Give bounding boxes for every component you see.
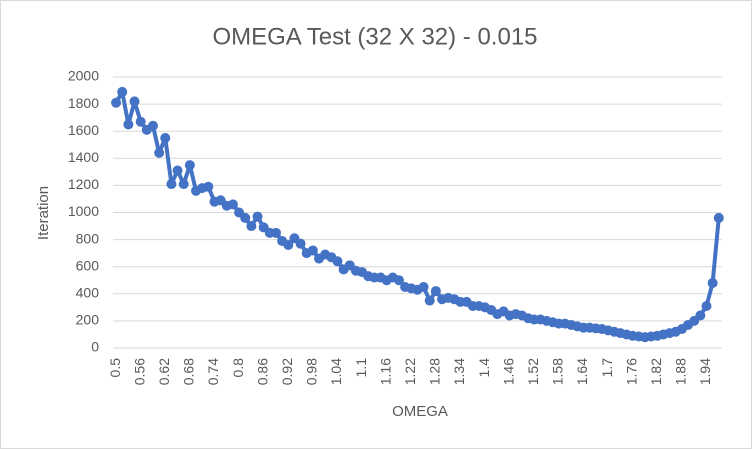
marker: [147, 120, 158, 131]
x-tick-label: 1.4: [476, 358, 492, 378]
x-tick-label: 0.5: [107, 358, 123, 378]
y-tick-label: 400: [76, 285, 100, 301]
y-axis-title: Iteration: [35, 186, 52, 240]
x-tick-label: 0.86: [254, 358, 270, 385]
x-tick-label: 1.16: [377, 358, 393, 385]
y-tick-label: 1400: [68, 149, 99, 165]
marker: [184, 160, 195, 171]
x-tick-label: 1.88: [673, 358, 689, 385]
x-tick-label: 1.04: [328, 358, 344, 385]
marker: [295, 238, 306, 249]
marker: [166, 179, 177, 190]
x-tick-label: 1.46: [500, 358, 516, 385]
marker: [154, 147, 165, 158]
marker: [695, 310, 706, 321]
marker: [240, 212, 251, 223]
x-tick-label: 1.28: [427, 358, 443, 385]
marker: [332, 256, 343, 267]
marker: [246, 221, 257, 232]
marker: [252, 211, 263, 222]
marker: [129, 96, 140, 107]
x-tick-label: 1.34: [451, 358, 467, 385]
y-tick-label: 600: [76, 257, 100, 273]
marker: [135, 116, 146, 127]
marker: [707, 277, 718, 288]
marker: [283, 240, 294, 251]
chart-title: OMEGA Test (32 X 32) - 0.015: [212, 23, 537, 50]
x-tick-label: 0.68: [181, 358, 197, 385]
marker: [160, 132, 171, 143]
y-tick-label: 800: [76, 230, 100, 246]
y-tick-label: 0: [91, 339, 99, 355]
y-tick-label: 1800: [68, 95, 99, 111]
marker: [172, 165, 183, 176]
y-tick-label: 2000: [68, 68, 99, 84]
x-tick-label: 1.76: [623, 358, 639, 385]
marker: [227, 199, 238, 210]
x-tick-label: 1.94: [697, 358, 713, 385]
x-tick-label: 0.92: [279, 358, 295, 385]
marker: [111, 97, 122, 108]
marker: [418, 282, 429, 293]
x-tick-label: 1.58: [550, 358, 566, 385]
x-tick-label: 1.1: [353, 358, 369, 378]
x-tick-label: 0.74: [205, 358, 221, 385]
y-tick-label: 1600: [68, 122, 99, 138]
marker: [117, 86, 128, 97]
marker: [123, 119, 134, 130]
x-tick-label: 1.52: [525, 358, 541, 385]
y-tick-label: 200: [76, 312, 100, 328]
marker: [701, 300, 712, 311]
marker: [307, 245, 318, 256]
x-axis-title: OMEGA: [392, 403, 448, 420]
x-tick-label: 0.8: [230, 358, 246, 378]
x-tick-label: 1.7: [599, 358, 615, 378]
marker: [393, 275, 404, 286]
marker: [424, 295, 435, 306]
marker: [270, 227, 281, 238]
marker: [430, 286, 441, 297]
marker: [178, 179, 189, 190]
y-tick-label: 1000: [68, 203, 99, 219]
x-tick-label: 1.64: [574, 358, 590, 385]
marker: [203, 181, 214, 192]
x-tick-label: 0.56: [131, 358, 147, 385]
y-tick-label: 1200: [68, 176, 99, 192]
marker: [713, 212, 724, 223]
x-tick-label: 0.62: [156, 358, 172, 385]
x-tick-label: 1.22: [402, 358, 418, 385]
x-tick-label: 0.98: [304, 358, 320, 385]
x-tick-label: 1.82: [648, 358, 664, 385]
